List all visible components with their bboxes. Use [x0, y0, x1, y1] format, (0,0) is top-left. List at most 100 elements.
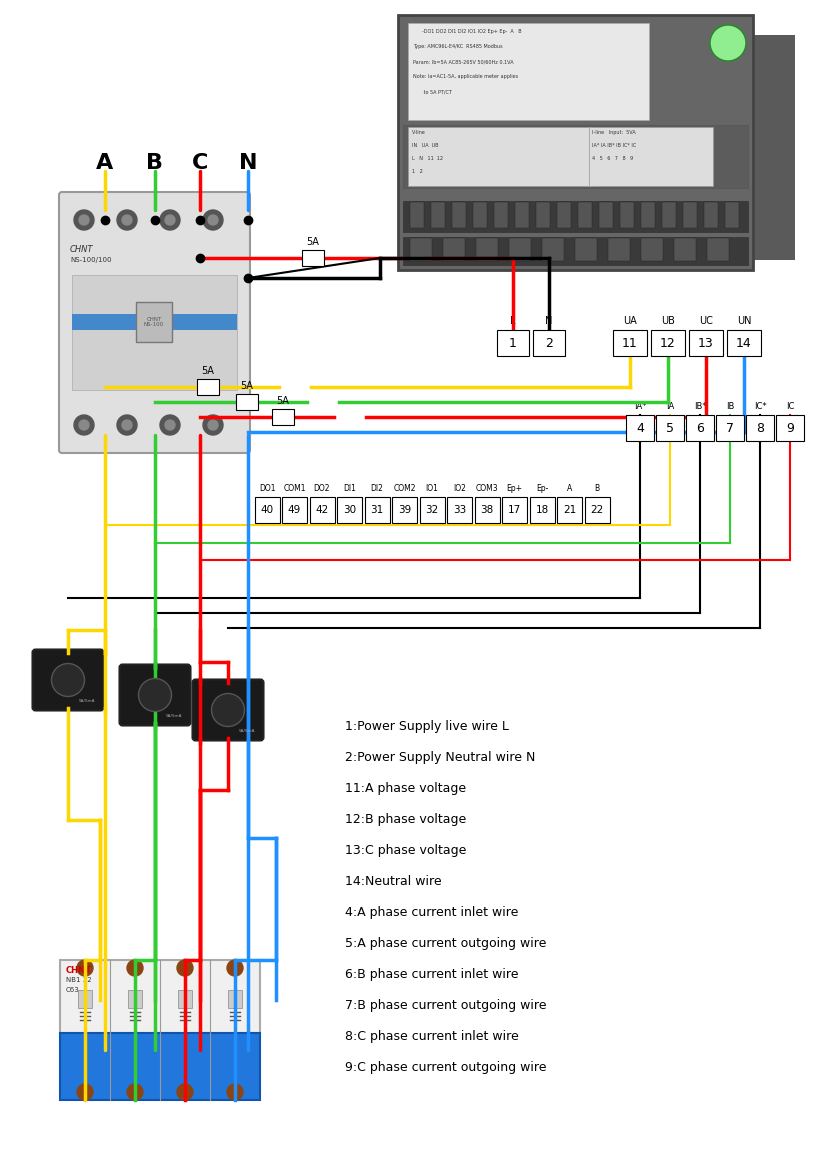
Text: IN   UA  UB: IN UA UB [412, 143, 439, 147]
Text: CHNT
NS-100: CHNT NS-100 [144, 317, 164, 327]
Circle shape [139, 678, 172, 711]
Text: DO1: DO1 [259, 485, 275, 493]
Text: DO2: DO2 [314, 485, 330, 493]
Circle shape [74, 416, 94, 435]
Bar [474, 497, 500, 523]
Bar [197, 379, 219, 395]
Bar [408, 23, 649, 120]
Text: 40: 40 [260, 505, 273, 514]
Circle shape [127, 1084, 143, 1100]
Text: 9: 9 [786, 421, 794, 434]
Text: B: B [595, 485, 600, 493]
Text: IB*: IB* [694, 402, 706, 411]
Circle shape [160, 209, 180, 230]
Text: 6: 6 [696, 421, 704, 434]
Bar [589, 128, 713, 185]
Text: 1:Power Supply live wire L: 1:Power Supply live wire L [345, 721, 509, 733]
FancyBboxPatch shape [59, 192, 250, 453]
Bar [662, 203, 676, 228]
Text: C: C [192, 153, 208, 173]
Text: 12: 12 [660, 336, 676, 350]
Bar [364, 497, 390, 523]
Text: DI2: DI2 [371, 485, 383, 493]
Text: B: B [146, 153, 164, 173]
Circle shape [203, 416, 223, 435]
Text: 49: 49 [288, 505, 301, 514]
Text: to 5A PT/CT: to 5A PT/CT [413, 89, 452, 94]
Text: IO1: IO1 [425, 485, 439, 493]
Bar [447, 497, 472, 523]
Text: UB: UB [661, 317, 675, 326]
Text: 30: 30 [343, 505, 356, 514]
Bar [497, 330, 529, 356]
Text: 5A/5mA: 5A/5mA [79, 699, 96, 702]
Circle shape [122, 215, 132, 224]
Bar [337, 497, 362, 523]
Circle shape [77, 960, 93, 976]
Text: COM3: COM3 [476, 485, 498, 493]
Bar [494, 203, 508, 228]
Bar [727, 330, 761, 356]
Bar [310, 497, 335, 523]
Bar [431, 203, 445, 228]
FancyBboxPatch shape [192, 679, 263, 740]
Bar [716, 416, 744, 441]
Text: 31: 31 [370, 505, 383, 514]
Text: 38: 38 [481, 505, 494, 514]
Bar [228, 990, 242, 1008]
Text: IA: IA [666, 402, 674, 411]
Text: -DO1 DO2 DI1 DI2 IO1 IO2 Ep+ Ep-  A   B: -DO1 DO2 DI1 DI2 IO1 IO2 Ep+ Ep- A B [413, 29, 522, 35]
Text: 5: 5 [666, 421, 674, 434]
Text: 14: 14 [736, 336, 752, 350]
Bar [557, 203, 571, 228]
Text: A: A [567, 485, 572, 493]
Bar [613, 330, 647, 356]
Bar [674, 238, 696, 261]
Text: IO2: IO2 [453, 485, 466, 493]
Text: I-line   Input:  5VA: I-line Input: 5VA [592, 130, 636, 135]
Text: 7:B phase current outgoing wire: 7:B phase current outgoing wire [345, 999, 547, 1012]
Text: 13: 13 [698, 336, 714, 350]
Text: N: N [545, 317, 553, 326]
Text: 7: 7 [726, 421, 734, 434]
Bar [272, 409, 294, 425]
Text: Ep+: Ep+ [506, 485, 523, 493]
Bar [683, 203, 697, 228]
Circle shape [203, 209, 223, 230]
Bar [641, 238, 663, 261]
Text: 33: 33 [453, 505, 466, 514]
Bar [178, 990, 192, 1008]
Bar [599, 203, 613, 228]
Text: IA* IA IB* IB IC* IC: IA* IA IB* IB IC* IC [592, 143, 637, 147]
Text: DI1: DI1 [343, 485, 356, 493]
Text: 8:C phase current inlet wire: 8:C phase current inlet wire [345, 1030, 519, 1043]
Bar [620, 203, 634, 228]
Circle shape [77, 1084, 93, 1100]
Bar [656, 416, 684, 441]
Circle shape [208, 215, 218, 224]
FancyBboxPatch shape [32, 649, 103, 710]
Circle shape [122, 420, 132, 430]
Bar [302, 250, 324, 266]
Text: L: L [510, 317, 515, 326]
Circle shape [211, 694, 244, 726]
Text: IB: IB [726, 402, 734, 411]
Text: 5A: 5A [306, 237, 320, 247]
Circle shape [79, 420, 89, 430]
Circle shape [165, 215, 175, 224]
Circle shape [177, 1084, 193, 1100]
Text: A: A [97, 153, 114, 173]
Text: 17: 17 [508, 505, 521, 514]
Bar [72, 275, 237, 390]
Text: L   N   11  12: L N 11 12 [412, 155, 443, 161]
FancyBboxPatch shape [120, 664, 191, 725]
Bar [452, 203, 466, 228]
Text: 39: 39 [398, 505, 411, 514]
Bar [236, 394, 258, 410]
Bar [254, 497, 279, 523]
Text: NB1 32: NB1 32 [66, 977, 92, 983]
Bar [533, 330, 565, 356]
Bar [557, 497, 582, 523]
Text: 42: 42 [316, 505, 329, 514]
Text: COM1: COM1 [283, 485, 306, 493]
